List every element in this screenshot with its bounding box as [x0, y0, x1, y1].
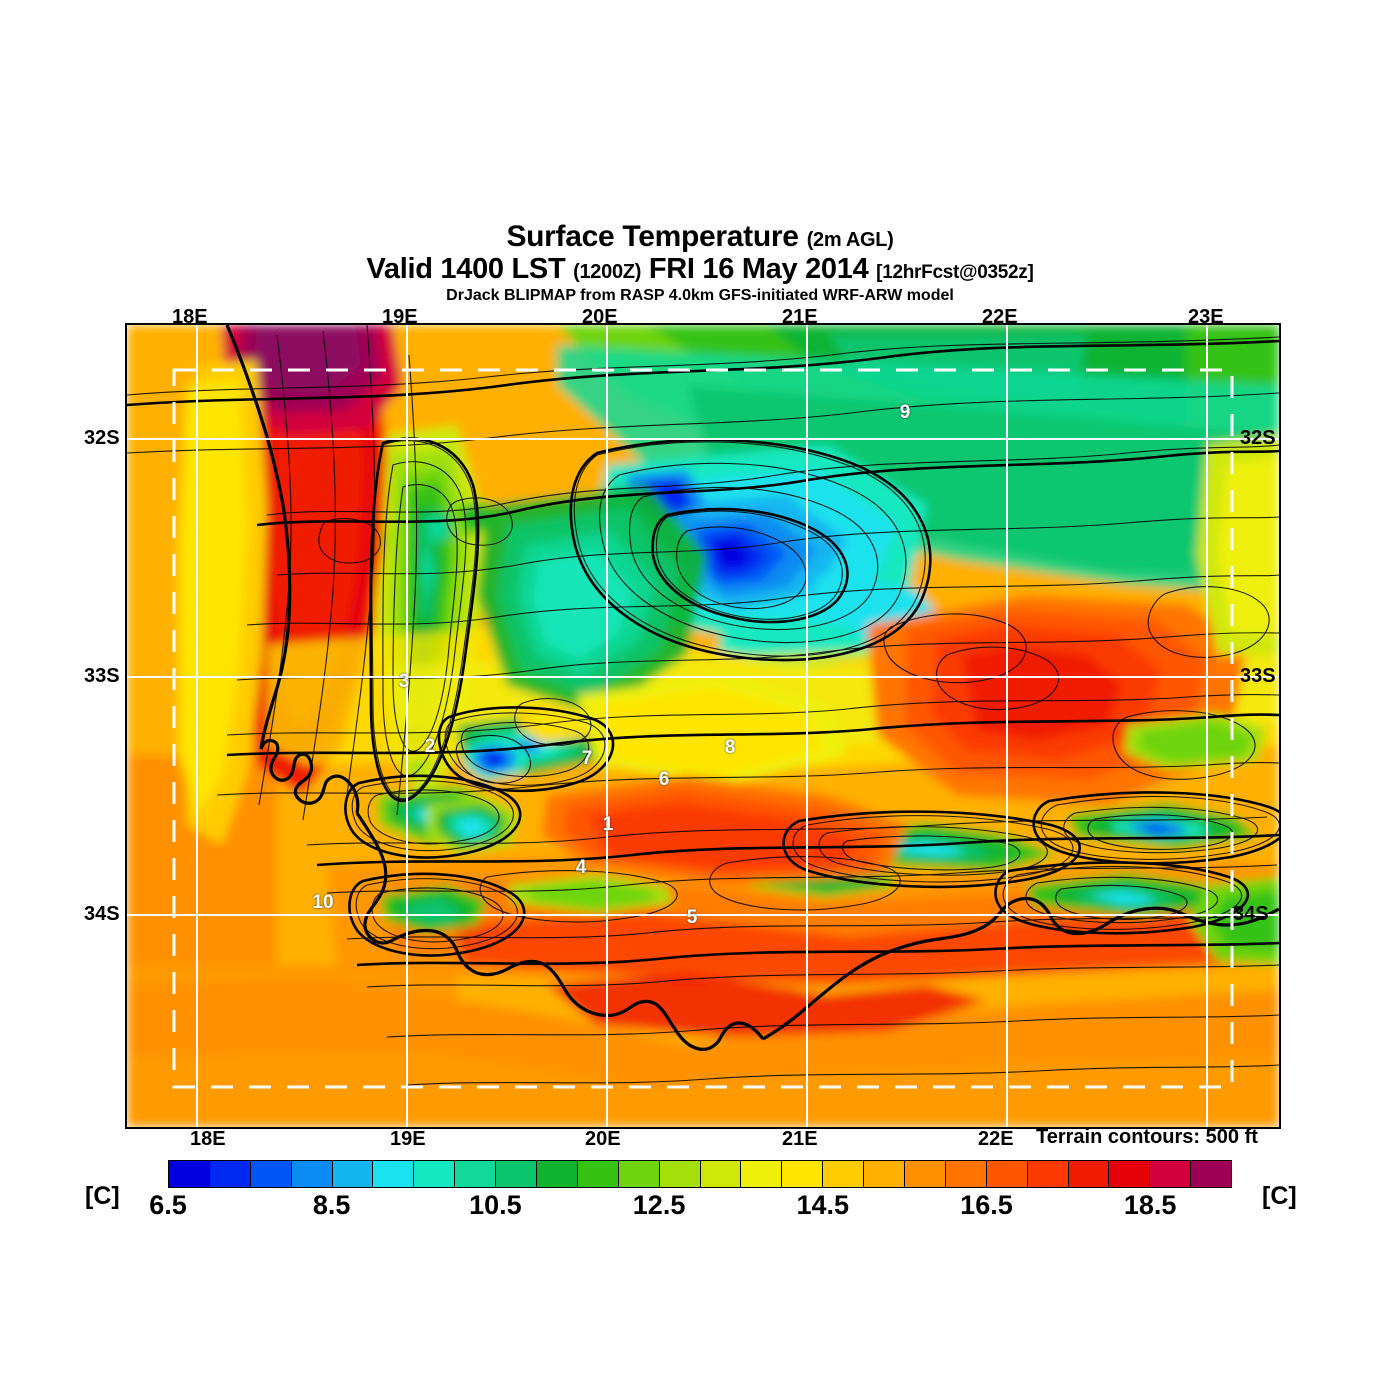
site-marker-7[interactable]: 7	[581, 748, 593, 769]
yaxis-left-label-32S: 32S	[84, 427, 120, 449]
terrain-contours	[127, 325, 1279, 1086]
model-source-line: DrJack BLIPMAP from RASP 4.0km GFS-initi…	[446, 287, 954, 304]
colorbar-segment-16	[823, 1161, 865, 1187]
colorbar-segment-24	[1150, 1161, 1192, 1187]
colorbar-segment-22	[1068, 1161, 1110, 1187]
title-level: (2m AGL)	[806, 229, 894, 251]
temperature-field	[127, 325, 1279, 1127]
colorbar-segment-18	[905, 1161, 946, 1187]
valid-date: FRI 16 May 2014	[648, 253, 869, 285]
site-marker-1[interactable]: 1	[602, 814, 614, 835]
yaxis-left-label-33S: 33S	[84, 665, 120, 687]
colorbar-segment-3	[291, 1161, 333, 1187]
colorbar-segment-12	[659, 1161, 701, 1187]
temperature-map[interactable]: 1 2 3 4 5 6 7 8 9 10	[125, 323, 1281, 1129]
site-marker-5[interactable]: 5	[686, 907, 698, 928]
colorbar-tick-18.5: 18.5	[1123, 1190, 1177, 1220]
site-marker-3[interactable]: 3	[398, 671, 410, 692]
site-marker-10[interactable]: 10	[312, 892, 334, 913]
site-marker-6[interactable]: 6	[658, 769, 670, 790]
colorbar-segment-15	[782, 1161, 824, 1187]
colorbar-segment-14	[741, 1161, 783, 1187]
page-title: Surface Temperature	[506, 220, 799, 253]
colorbar-tick-8.5: 8.5	[312, 1190, 351, 1220]
site-marker-8[interactable]: 8	[724, 737, 736, 758]
xaxis-bottom-label-20E: 20E	[585, 1128, 621, 1150]
temperature-colorbar[interactable]	[168, 1160, 1232, 1188]
xaxis-top-label-18E: 18E	[172, 306, 208, 328]
site-marker-9[interactable]: 9	[899, 402, 911, 423]
xaxis-bottom-label-22E: 22E	[978, 1128, 1014, 1150]
colorbar-segment-21	[1027, 1161, 1069, 1187]
map-canvas	[127, 325, 1279, 1127]
colorbar-segment-1	[209, 1161, 251, 1187]
terrain-contour-note: Terrain contours: 500 ft	[1036, 1126, 1258, 1148]
yaxis-right-label-34S: 34S	[1233, 903, 1269, 925]
valid-lst: Valid 1400 LST	[366, 253, 566, 285]
site-marker-4[interactable]: 4	[575, 857, 587, 878]
colorbar-segment-9	[537, 1161, 578, 1187]
xaxis-top-label-20E: 20E	[582, 306, 618, 328]
colorbar-segment-20	[986, 1161, 1028, 1187]
colorbar-segment-11	[618, 1161, 660, 1187]
valid-z: (1200Z)	[573, 261, 642, 283]
colorbar-tick-10.5: 10.5	[469, 1190, 522, 1220]
colorbar-segment-6	[414, 1161, 456, 1187]
colorbar-segment-0	[169, 1161, 210, 1187]
terrain-index-contours	[127, 339, 1279, 967]
xaxis-top-label-23E: 23E	[1188, 306, 1224, 328]
xaxis-top-label-22E: 22E	[982, 306, 1018, 328]
colorbar-tick-6.5: 6.5	[149, 1190, 187, 1220]
colorbar-tick-14.5: 14.5	[796, 1190, 850, 1220]
colorbar-unit-right: [C]	[1262, 1182, 1297, 1210]
title-block: Surface Temperature (2m AGL) Valid 1400 …	[0, 222, 1400, 304]
colorbar-segment-10	[577, 1161, 619, 1187]
colorbar-segment-17	[864, 1161, 906, 1187]
colorbar-tick-16.5: 16.5	[960, 1190, 1013, 1220]
site-marker-2[interactable]: 2	[424, 736, 436, 757]
colorbar-segment-2	[250, 1161, 292, 1187]
colorbar-segment-7	[455, 1161, 497, 1187]
yaxis-left-label-34S: 34S	[84, 903, 120, 925]
graticule	[127, 325, 1279, 1127]
colorbar-segment-23	[1109, 1161, 1151, 1187]
colorbar-segment-8	[496, 1161, 538, 1187]
colorbar-tick-12.5: 12.5	[632, 1190, 686, 1220]
colorbar-segment-4	[332, 1161, 374, 1187]
colorbar-segment-19	[945, 1161, 987, 1187]
xaxis-bottom-label-21E: 21E	[782, 1128, 818, 1150]
yaxis-right-label-33S: 33S	[1240, 665, 1276, 687]
domain-box	[172, 368, 1234, 1089]
colorbar-segment-5	[373, 1161, 415, 1187]
colorbar-segment-13	[700, 1161, 742, 1187]
xaxis-bottom-label-19E: 19E	[390, 1128, 426, 1150]
xaxis-top-label-19E: 19E	[382, 306, 418, 328]
forecast-hour: [12hrFcst@0352z]	[876, 262, 1034, 283]
colorbar-segment-25	[1191, 1161, 1232, 1187]
colorbar-unit-left: [C]	[85, 1182, 120, 1210]
xaxis-bottom-label-18E: 18E	[190, 1128, 226, 1150]
yaxis-right-label-32S: 32S	[1240, 427, 1276, 449]
valid-time-line: Valid 1400 LST (1200Z) FRI 16 May 2014 […	[0, 255, 1400, 284]
xaxis-top-label-21E: 21E	[782, 306, 818, 328]
chart-title-line: Surface Temperature (2m AGL)	[0, 222, 1400, 252]
